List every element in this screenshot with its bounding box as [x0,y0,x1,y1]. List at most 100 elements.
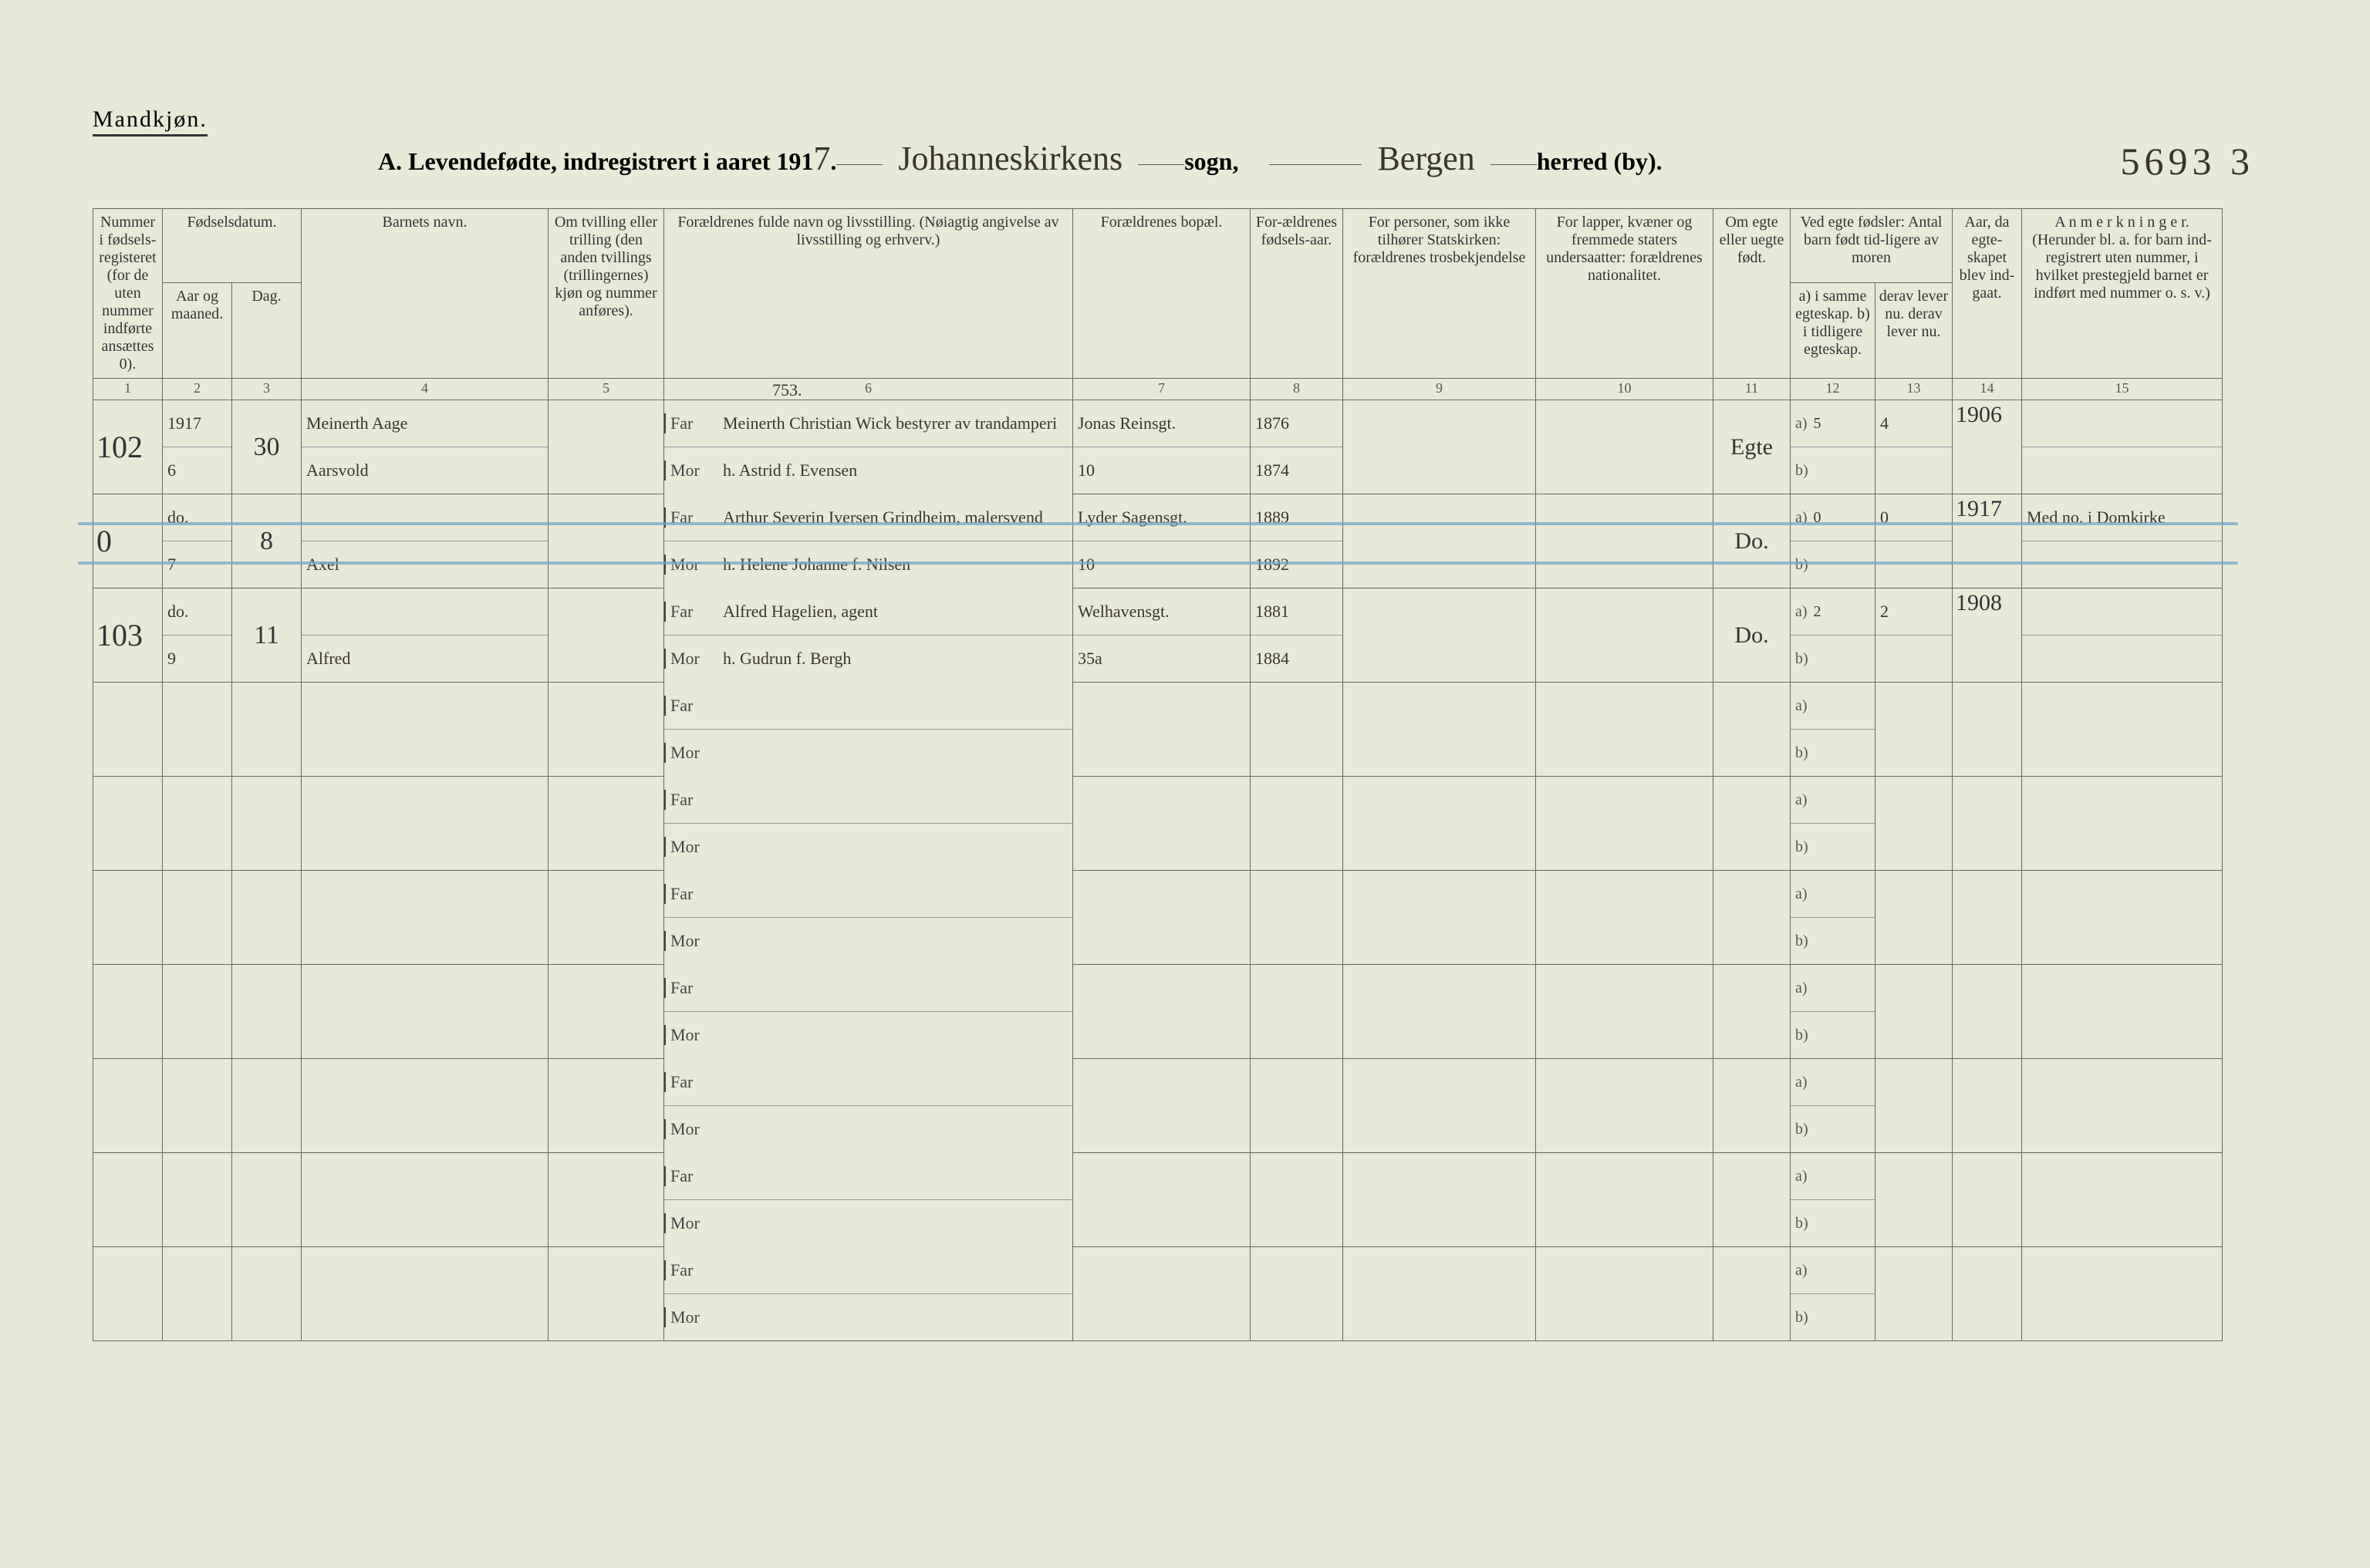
col-number: 1 [93,379,163,400]
table-body: 102 1917 6 30 Meinerth Aage Aarsvold 753… [93,400,2223,1341]
herred-label: herred (by). [1537,147,1663,176]
cell-aar: 1917 6 [163,400,232,494]
col-header: A n m e r k n i n g e r. (Herunder bl. a… [2022,209,2223,379]
cell-aar: do. 7 [163,494,232,588]
cell-text: 1917 [167,413,201,433]
b-label: b) [1795,1121,1808,1138]
cell-faar: 1881 1884 [1251,588,1343,683]
col6-annotation: 753. [772,380,802,400]
col-header: Om egte eller uegte født. [1713,209,1791,379]
mor-label: Mor [664,1119,715,1139]
far-text: Meinerth Christian Wick bestyrer av tran… [723,413,1057,433]
cell-parents: Far Mor [664,777,1073,871]
cell-text: Meinerth Aage [306,413,407,433]
gender-label: Mandkjøn. [93,106,208,137]
ledger-table: Nummer i fødsels-registeret (for de uten… [93,208,2223,1341]
cell-text: 1874 [1255,460,1289,481]
cell-tros [1343,494,1536,588]
cell-ab: a) b) [1791,777,1875,871]
cell-ab: a) 0 b) [1791,494,1875,588]
a-label: a) [1795,1262,1808,1280]
table-row: Far Mor a) b) [93,965,2223,1059]
cell-tros [1343,400,1536,494]
col-number: 6 [664,379,1073,400]
strike-line [78,561,2238,565]
cell-egteskap-aar: 1908 [1953,588,2022,683]
far-label: Far [664,884,715,904]
cell-parents: Far Mor [664,683,1073,777]
cell-parents: Far Mor [664,965,1073,1059]
col-number: 11 [1713,379,1791,400]
mor-label: Mor [664,649,715,669]
cell-parents: Far Mor [664,871,1073,965]
a-label: a) [1795,1074,1808,1091]
cell-text: Alfred [306,649,350,669]
col-header: Forældrenes fulde navn og livsstilling. … [664,209,1073,379]
col-header: Barnets navn. [302,209,549,379]
far-text: Alfred Hagelien, agent [723,602,878,622]
cell-text: Jonas Reinsgt. [1078,413,1176,433]
cell-ab: a) b) [1791,965,1875,1059]
cell-text: 10 [1078,460,1095,481]
cell-egte: Do. [1713,494,1791,588]
table-row: Far Mor a) b) [93,683,2223,777]
cell-text: Welhavensgt. [1078,602,1170,622]
cell-ab: a) 2 b) [1791,588,1875,683]
col-number: 13 [1875,379,1953,400]
col-header: Forældrenes bopæl. [1073,209,1251,379]
cell-parents: FarAlfred Hagelien, agent Morh. Gudrun f… [664,588,1073,683]
col-number: 7 [1073,379,1251,400]
cell-tvilling [549,588,664,683]
cell-faar: 1889 1892 [1251,494,1343,588]
b-label: b) [1795,744,1808,762]
a-val: 5 [1814,415,1821,433]
cell-tros [1343,588,1536,683]
col-number: 2 [163,379,232,400]
col-number: 3 [232,379,302,400]
cell-text: 4 [1880,413,1889,433]
cell-anm [2022,588,2223,683]
table-row: Far Mor a) b) [93,777,2223,871]
cell-tvilling [549,494,664,588]
cell-anm [2022,400,2223,494]
title-row: A. Levendefødte, indregistrert i aaret 1… [378,139,2277,185]
col-number-row: 123456789101112131415 [93,379,2223,400]
far-label: Far [664,1072,715,1092]
cell-text: 1884 [1255,649,1289,669]
b-label: b) [1795,1215,1808,1232]
cell-bopel: Welhavensgt. 35a [1073,588,1251,683]
col-header: For-ældrenes fødsels-aar. [1251,209,1343,379]
col-subheader: a) i samme egteskap. b) i tidligere egte… [1791,283,1875,379]
cell-parents: FarArthur Severin Iversen Grindheim, mal… [664,494,1073,588]
cell-text: 35a [1078,649,1102,669]
page-id: 5693 3 [2121,139,2255,184]
a-label: a) [1795,791,1808,809]
mor-text: h. Astrid f. Evensen [723,460,857,481]
a-label: a) [1795,1168,1808,1185]
b-label: b) [1795,838,1808,856]
cell-egte: Do. [1713,588,1791,683]
far-label: Far [664,790,715,810]
cell-aar: do. 9 [163,588,232,683]
mor-label: Mor [664,1213,715,1233]
cell-parents: Far Mor [664,1247,1073,1341]
cell-nasj [1536,588,1713,683]
far-label: Far [664,696,715,716]
col-number: 14 [1953,379,2022,400]
col-number: 8 [1251,379,1343,400]
cell-ab: a) b) [1791,1247,1875,1341]
table-row: 103 do. 9 11 Alfred FarAlfred Hagelien, … [93,588,2223,683]
sogn-label: sogn, [1184,147,1238,176]
b-label: b) [1795,650,1808,668]
cell-anm: Med no. i Domkirke [2022,494,2223,588]
cell-ab: a) b) [1791,871,1875,965]
cell-text: 1876 [1255,413,1289,433]
cell-lever: 4 [1875,400,1953,494]
cell-text: 9 [167,649,176,669]
cell-dag: 30 [232,400,302,494]
col-number: 15 [2022,379,2223,400]
cell-ab: a) 5 b) [1791,400,1875,494]
cell-ab: a) b) [1791,1059,1875,1153]
table-row: Far Mor a) b) [93,1059,2223,1153]
mor-text: h. Gudrun f. Bergh [723,649,851,669]
